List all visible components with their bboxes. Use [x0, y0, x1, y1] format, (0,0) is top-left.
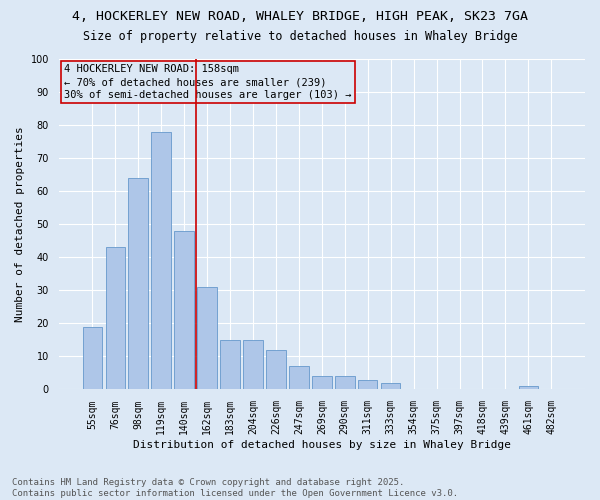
Bar — [106, 248, 125, 390]
Y-axis label: Number of detached properties: Number of detached properties — [15, 126, 25, 322]
Bar — [518, 386, 538, 390]
Bar — [83, 326, 102, 390]
Text: Size of property relative to detached houses in Whaley Bridge: Size of property relative to detached ho… — [83, 30, 517, 43]
Bar — [358, 380, 377, 390]
Bar — [335, 376, 355, 390]
X-axis label: Distribution of detached houses by size in Whaley Bridge: Distribution of detached houses by size … — [133, 440, 511, 450]
Bar — [197, 287, 217, 390]
Text: Contains HM Land Registry data © Crown copyright and database right 2025.
Contai: Contains HM Land Registry data © Crown c… — [12, 478, 458, 498]
Text: 4, HOCKERLEY NEW ROAD, WHALEY BRIDGE, HIGH PEAK, SK23 7GA: 4, HOCKERLEY NEW ROAD, WHALEY BRIDGE, HI… — [72, 10, 528, 23]
Bar — [243, 340, 263, 390]
Bar — [175, 231, 194, 390]
Bar — [220, 340, 240, 390]
Bar — [151, 132, 171, 390]
Bar — [289, 366, 308, 390]
Bar — [312, 376, 332, 390]
Text: 4 HOCKERLEY NEW ROAD: 158sqm
← 70% of detached houses are smaller (239)
30% of s: 4 HOCKERLEY NEW ROAD: 158sqm ← 70% of de… — [64, 64, 352, 100]
Bar — [266, 350, 286, 390]
Bar — [381, 383, 400, 390]
Bar — [128, 178, 148, 390]
